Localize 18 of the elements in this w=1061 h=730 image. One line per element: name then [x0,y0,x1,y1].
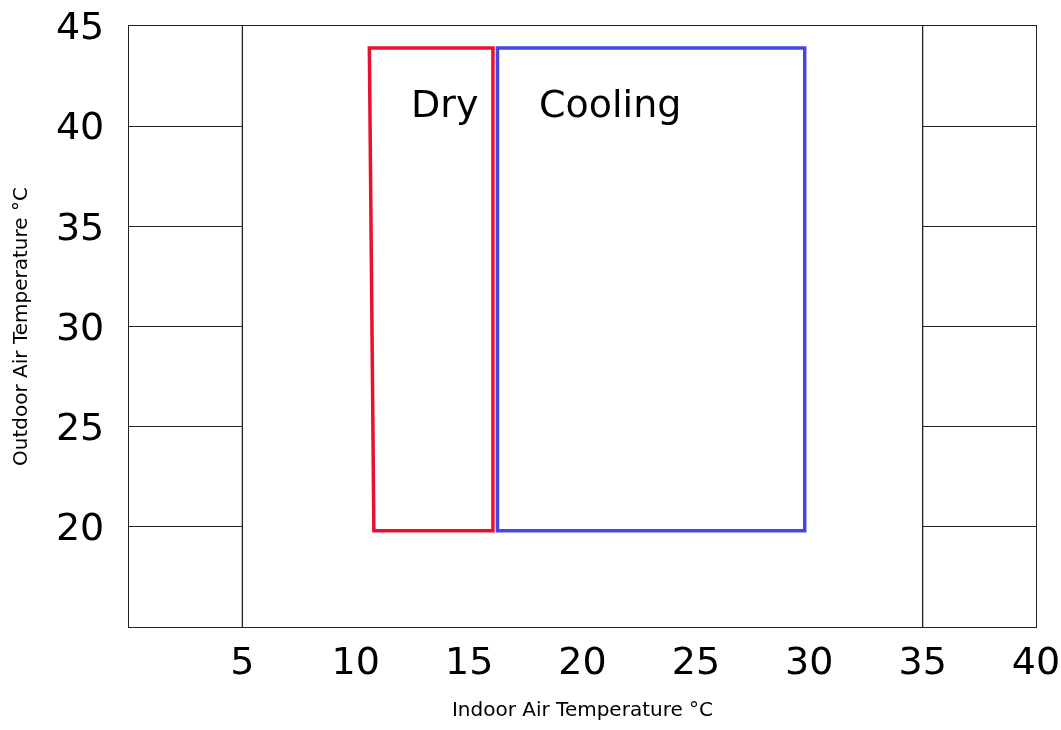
y-tick-label: 40 [55,104,105,149]
x-tick-label: 10 [331,638,380,683]
series-label: Dry [411,82,479,126]
x-tick-label: 5 [230,638,255,683]
y-tick-label: 25 [55,404,105,449]
x-tick-label: 30 [785,638,834,683]
y-axis-title: Outdoor Air Temperature °C [8,187,33,466]
series-label: Cooling [539,82,682,126]
x-axis-title: Indoor Air Temperature °C [451,697,714,722]
x-tick-label: 20 [558,638,607,683]
y-tick-label: 45 [55,4,105,49]
y-tick-label: 20 [55,505,105,550]
x-tick-label: 35 [898,638,947,683]
y-tick-label: 30 [55,304,105,349]
x-tick-label: 25 [671,638,721,683]
y-tick-label: 35 [55,204,105,249]
x-tick-label: 15 [444,638,494,683]
x-tick-label: 40 [1011,638,1061,683]
